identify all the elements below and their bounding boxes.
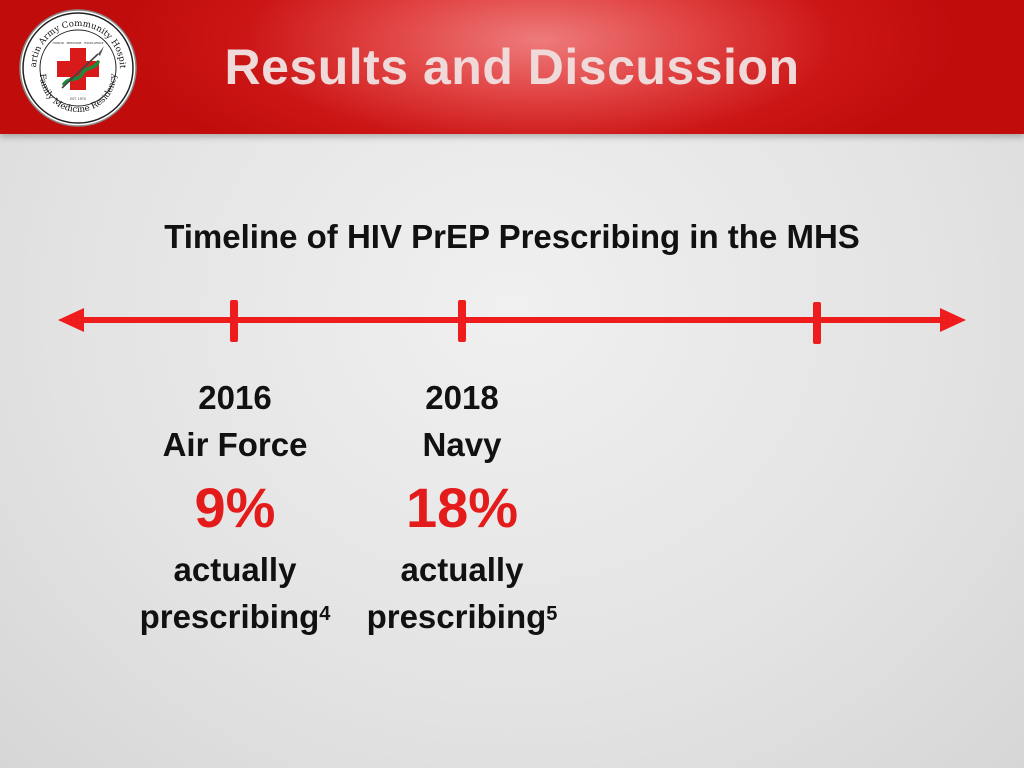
entry-service: Air Force [162, 426, 308, 463]
entry-text-1: actually [173, 551, 297, 588]
entry-text-2-main: prescribing [139, 598, 320, 635]
entry-percent: 9% [194, 476, 276, 539]
timeline-right-arrow [940, 308, 966, 332]
entry-text-2-main: prescribing [366, 598, 547, 635]
entry-reference: 5 [546, 603, 558, 625]
timeline-tick-2016 [230, 300, 238, 342]
entry-text-2: prescribing5 [347, 593, 577, 640]
entry-percent: 18% [405, 476, 519, 539]
chart-subtitle: Timeline of HIV PrEP Prescribing in the … [164, 218, 860, 255]
logo-motto: HONOR · MEDICINE · EXCELLENCE [52, 41, 103, 45]
entry-year: 2016 [198, 379, 272, 416]
timeline-tick-2018 [458, 300, 466, 342]
timeline-left-arrow [58, 308, 84, 332]
entry-text-2: prescribing4 [120, 593, 350, 640]
entry-reference: 4 [319, 603, 331, 625]
timeline-entry-2018: 2018 Navy 18% actually prescribing5 [347, 374, 577, 640]
entry-service: Navy [422, 426, 502, 463]
slide-title: Results and Discussion [224, 39, 800, 95]
logo-established: EST. 1970 [70, 97, 86, 101]
entry-text-1: actually [400, 551, 524, 588]
timeline-axis [58, 300, 966, 344]
slide-header: Results and Discussion [0, 0, 1024, 134]
timeline-entry-2016: 2016 Air Force 9% actually prescribing4 [120, 374, 350, 640]
timeline-tick-future [813, 302, 821, 344]
entry-year: 2018 [425, 379, 499, 416]
hospital-logo: Martin Army Community Hospital Family Me… [18, 8, 137, 127]
